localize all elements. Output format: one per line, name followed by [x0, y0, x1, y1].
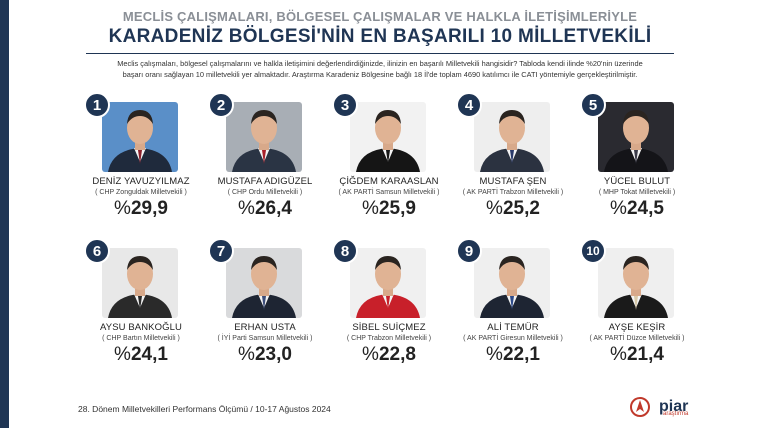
logo-text: piar: [659, 398, 689, 415]
score-value: 24,1: [130, 344, 168, 365]
deputy-party: ( MHP Tokat Milletvekili ): [598, 189, 676, 196]
score-value: 23,0: [254, 344, 292, 365]
score-value: 24,5: [626, 198, 664, 219]
deputy-score: %24,1: [82, 344, 200, 366]
deputy-party: ( AK PARTİ Giresun Milletvekili ): [463, 335, 563, 342]
deputy-party: ( AK PARTİ Düzce Milletvekili ): [589, 335, 685, 342]
percent-sign: %: [114, 344, 131, 365]
deputy-name: AYŞE KEŞİR: [608, 322, 666, 333]
deputy-card: 5 YÜCEL BULUT( MHP Tokat Milletvekili ) %2…: [578, 92, 698, 242]
deputy-card: 9 ALİ TEMÜR ( AK PARTİ Giresun Milletvekil…: [454, 238, 574, 388]
score-value: 29,9: [130, 198, 168, 219]
deputy-name: ERHAN USTA: [234, 322, 296, 333]
deputy-score: %23,0: [206, 344, 324, 366]
deputy-score: %29,9: [82, 198, 200, 220]
rank-badge: 4: [456, 92, 482, 118]
logo-subtext: araştırma: [663, 411, 689, 417]
rank-badge: 3: [332, 92, 358, 118]
deputy-score: %25,2: [454, 198, 572, 220]
score-value: 21,4: [626, 344, 664, 365]
deputy-card: 4 MUSTAFA ŞEN ( AK PARTİ Trabzon Milletvek…: [454, 92, 574, 242]
deputy-name: SİBEL SUİÇMEZ: [352, 322, 426, 333]
deputy-card: 8 SİBEL SUİÇMEZ ( CHP Trabzon Milletvekili…: [330, 238, 450, 388]
score-value: 22,8: [378, 344, 416, 365]
description: Meclis çalışmaları, bölgesel çalışmaları…: [80, 59, 680, 80]
percent-sign: %: [362, 198, 379, 219]
deputy-name: ALİ TEMÜR: [487, 322, 539, 333]
percent-sign: %: [486, 344, 503, 365]
deputy-photo: [102, 248, 178, 318]
percent-sign: %: [114, 198, 131, 219]
percent-sign: %: [362, 344, 379, 365]
deputy-score: %21,4: [578, 344, 696, 366]
percent-sign: %: [238, 344, 255, 365]
deputy-party: ( CHP Trabzon Milletvekili ): [346, 335, 432, 342]
rank-badge: 5: [580, 92, 606, 118]
deputy-card: 10 AYŞE KEŞİR ( AK PARTİ Düzce Milletvekil…: [578, 238, 698, 388]
deputy-score: %22,8: [330, 344, 448, 366]
rank-badge: 2: [208, 92, 234, 118]
percent-sign: %: [610, 344, 627, 365]
deputy-name: ÇİĞDEM KARAASLAN: [339, 176, 439, 187]
deputy-card: 3 ÇİĞDEM KARAASLAN ( AK PARTİ Samsun Mille…: [330, 92, 450, 242]
deputy-name: AYSU BANKOĞLU: [100, 322, 182, 333]
piar-logo-icon: [630, 397, 650, 417]
title-divider: [86, 53, 674, 54]
rank-badge: 10: [580, 238, 606, 264]
piar-logo: piar araştırma: [629, 396, 688, 418]
rank-badge: 7: [208, 238, 234, 264]
description-line-2: başarı oranı sağlayan 10 milletvekili ye…: [122, 69, 638, 79]
deputy-score: %25,9: [330, 198, 448, 220]
left-accent-bar: [0, 0, 9, 428]
page-title: KARADENİZ BÖLGESİ'NİN EN BAŞARILI 10 MİL…: [108, 26, 652, 47]
deputy-card: 7 ERHAN USTA ( İYİ Parti Samsun Milletveki…: [206, 238, 326, 388]
deputy-score: %24,5: [578, 198, 696, 220]
percent-sign: %: [486, 198, 503, 219]
deputy-photo: [474, 102, 550, 172]
deputy-photo: [598, 248, 674, 318]
deputy-party: ( CHP Bartın Milletvekili ): [102, 335, 180, 342]
percent-sign: %: [610, 198, 627, 219]
deputy-party: ( İYİ Parti Samsun Milletvekili ): [217, 335, 313, 342]
deputy-party: ( AK PARTİ Samsun Milletvekili ): [338, 189, 440, 196]
rank-badge: 6: [84, 238, 110, 264]
rank-badge: 1: [84, 92, 110, 118]
score-value: 25,9: [378, 198, 416, 219]
footer-note: 28. Dönem Milletvekilleri Performans Ölç…: [78, 404, 331, 414]
deputy-photo: [474, 248, 550, 318]
deputy-photo: [226, 102, 302, 172]
deputy-photo: [350, 102, 426, 172]
score-value: 25,2: [502, 198, 540, 219]
deputy-photo: [102, 102, 178, 172]
deputy-score: %26,4: [206, 198, 324, 220]
rank-badge: 8: [332, 238, 358, 264]
deputy-party: ( CHP Zonguldak Milletvekili ): [95, 189, 187, 196]
deputy-card: 6 AYSU BANKOĞLU ( CHP Bartın Milletvekili …: [82, 238, 202, 388]
deputy-name: MUSTAFA ŞEN: [479, 176, 547, 187]
deputy-photo: [226, 248, 302, 318]
deputy-card: 1 DENİZ YAVUZYILMAZ ( CHP Zonguldak Millet…: [82, 92, 202, 242]
header-subtitle: MECLİS ÇALIŞMALARI, BÖLGESEL ÇALIŞMALAR …: [122, 9, 638, 24]
deputy-photo: [598, 102, 674, 172]
rank-badge: 9: [456, 238, 482, 264]
deputy-photo: [350, 248, 426, 318]
deputy-score: %22,1: [454, 344, 572, 366]
score-value: 22,1: [502, 344, 540, 365]
deputy-party: ( AK PARTİ Trabzon Milletvekili ): [462, 189, 564, 196]
deputy-name: DENİZ YAVUZYILMAZ: [92, 176, 190, 187]
deputy-name: YÜCEL BULUT: [603, 176, 671, 187]
deputy-name: MUSTAFA ADIGÜZEL: [217, 176, 313, 187]
deputy-card: 2 MUSTAFA ADIGÜZEL ( CHP Ordu Milletvekili…: [206, 92, 326, 242]
score-value: 26,4: [254, 198, 292, 219]
description-line-1: Meclis çalışmaları, bölgesel çalışmaları…: [117, 59, 643, 68]
deputy-party: ( CHP Ordu Milletvekili ): [227, 189, 303, 196]
percent-sign: %: [238, 198, 255, 219]
